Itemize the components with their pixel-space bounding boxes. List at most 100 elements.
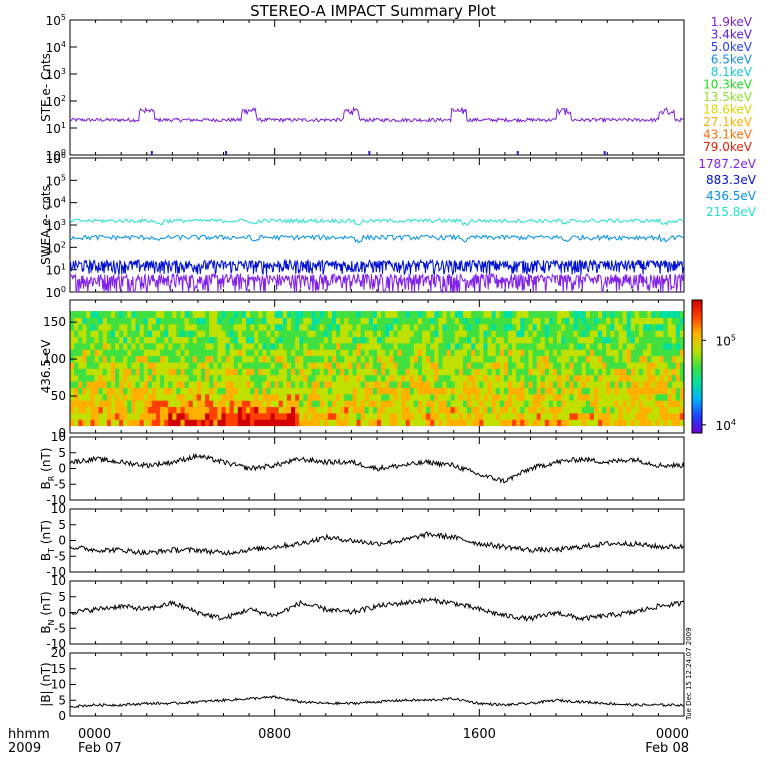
pad-heatmap-cell (524, 381, 529, 388)
pad-heatmap-cell (364, 355, 370, 363)
pad-heatmap-cell (188, 311, 194, 318)
pad-heatmap-cell (651, 412, 656, 420)
pad-heatmap-cell (184, 361, 190, 369)
pad-heatmap-cell (450, 330, 456, 338)
pad-heatmap-cell (503, 336, 509, 344)
pad-heatmap-cell (286, 419, 292, 427)
pad-heatmap-cell (364, 317, 370, 325)
x-tick-time-label: 0000 (656, 727, 689, 742)
pad-heatmap-cell (176, 317, 182, 325)
pad-heatmap-cell (90, 393, 96, 401)
pad-heatmap-cell (143, 330, 149, 338)
pad-heatmap-cell (106, 406, 112, 414)
pad-heatmap-cell (675, 336, 681, 344)
pad-heatmap-cell (221, 330, 227, 338)
pad-heatmap-cell (475, 317, 480, 325)
pad-heatmap-cell (110, 412, 116, 420)
pad-heatmap-cell (270, 419, 276, 427)
pad-heatmap-cell (503, 311, 509, 318)
pad-heatmap-cell (499, 323, 505, 331)
pad-heatmap-cell (327, 355, 333, 363)
pad-heatmap-cell (295, 368, 300, 376)
pad-heatmap-cell (483, 412, 489, 420)
pad-heatmap-cell (663, 330, 669, 338)
pad-heatmap-cell (164, 374, 169, 382)
pad-heatmap-cell (274, 400, 280, 408)
pad-heatmap-cell (155, 400, 161, 408)
pad-heatmap-cell (663, 381, 669, 388)
pad-heatmap-cell (434, 412, 439, 420)
pad-heatmap-cell (368, 368, 374, 376)
pad-heatmap-cell (205, 381, 210, 388)
pad-heatmap-cell (479, 342, 484, 350)
pad-heatmap-cell (135, 330, 141, 338)
pad-heatmap-cell (528, 412, 534, 420)
pad-heatmap-cell (614, 368, 619, 376)
pad-heatmap-cell (622, 311, 628, 318)
pad-heatmap-cell (381, 349, 386, 357)
pad-heatmap-cell (188, 381, 194, 388)
pad-heatmap-cell (160, 374, 165, 382)
pad-heatmap-cell (487, 323, 493, 331)
pad-heatmap-cell (630, 317, 636, 325)
pad-heatmap-cell (618, 406, 624, 414)
pad-heatmap-cell (557, 387, 562, 395)
pad-heatmap-cell (401, 400, 407, 408)
pad-heatmap-cell (671, 311, 677, 318)
pad-heatmap-cell (295, 400, 300, 408)
pad-heatmap-cell (295, 311, 300, 318)
pad-heatmap-cell (561, 412, 566, 420)
pad-heatmap-cell (610, 323, 615, 331)
pad-heatmap-cell (299, 355, 304, 363)
pad-heatmap-cell (331, 406, 337, 414)
pad-heatmap-cell (467, 336, 472, 344)
pad-heatmap-cell (495, 317, 501, 325)
pad-heatmap-cell (679, 330, 685, 338)
pad-heatmap-cell (262, 412, 267, 420)
pad-heatmap-cell (356, 361, 362, 369)
pad-heatmap-cell (217, 330, 222, 338)
pad-heatmap-cell (327, 374, 333, 382)
pad-heatmap-cell (254, 317, 259, 325)
pad-heatmap-cell (246, 368, 251, 376)
pad-heatmap-cell (532, 406, 538, 414)
pad-heatmap-cell (246, 393, 251, 401)
pad-heatmap-cell (405, 400, 411, 408)
pad-heatmap-cell (634, 406, 640, 414)
pad-heatmap-cell (209, 323, 214, 331)
pad-heatmap-cell (135, 412, 141, 420)
pad-heatmap-cell (331, 311, 337, 318)
pad-heatmap-cell (381, 393, 386, 401)
pad-heatmap-cell (471, 419, 476, 427)
pad-heatmap-cell (200, 342, 206, 350)
pad-heatmap-cell (643, 330, 648, 338)
pad-heatmap-cell (532, 361, 538, 369)
pad-heatmap-cell (422, 412, 427, 420)
pad-heatmap-cell (82, 381, 87, 388)
pad-heatmap-cell (434, 368, 439, 376)
pad-heatmap-cell (589, 361, 595, 369)
pad-heatmap-cell (372, 374, 378, 382)
pad-heatmap-cell (450, 323, 456, 331)
pad-heatmap-cell (291, 387, 296, 395)
pad-heatmap-cell (319, 381, 325, 388)
pad-heatmap-cell (196, 368, 202, 376)
pad-heatmap-cell (422, 330, 427, 338)
pad-heatmap-cell (618, 342, 624, 350)
pad-heatmap-cell (638, 368, 644, 376)
pad-heatmap-cell (516, 361, 521, 369)
pad-heatmap-cell (196, 336, 202, 344)
ste-legend-entry: 79.0keV (703, 140, 753, 154)
pad-heatmap-cell (82, 368, 87, 376)
pad-heatmap-cell (94, 387, 100, 395)
pad-heatmap-cell (262, 323, 267, 331)
pad-heatmap-cell (319, 412, 325, 420)
pad-heatmap-cell (110, 393, 116, 401)
swea-ytick-label: 106 (46, 151, 66, 166)
pad-heatmap-cell (282, 330, 288, 338)
pad-heatmap-cell (168, 311, 173, 318)
pad-heatmap-cell (630, 342, 636, 350)
pad-heatmap-cell (409, 349, 415, 357)
pad-heatmap-cell (417, 419, 423, 427)
pad-heatmap-cell (196, 330, 202, 338)
